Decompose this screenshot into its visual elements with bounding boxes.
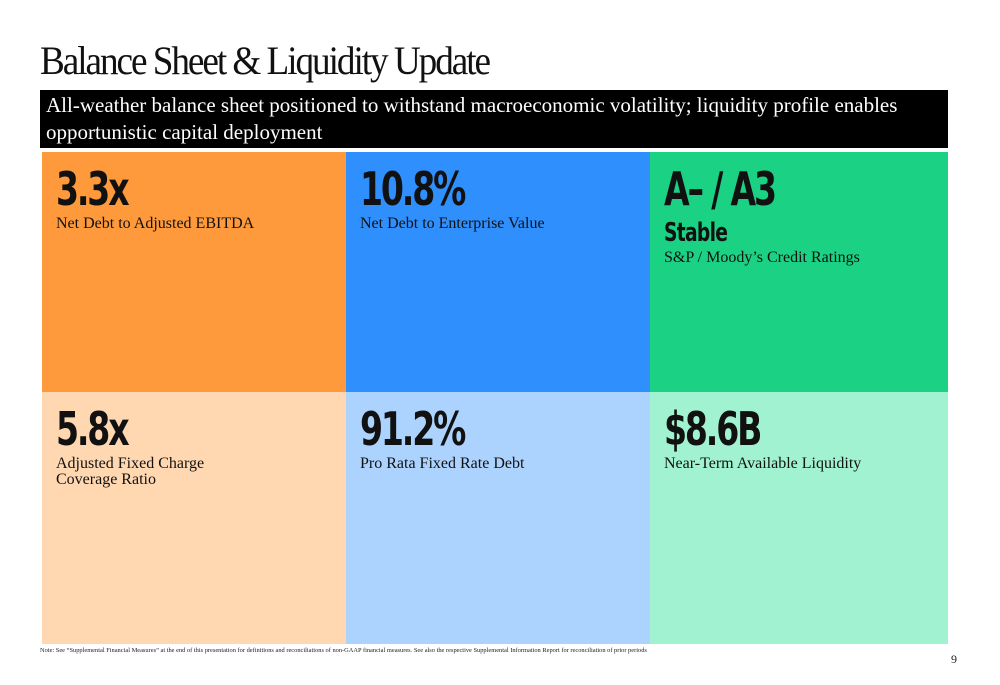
headline-banner: All-weather balance sheet positioned to … <box>40 90 948 148</box>
metric-tile-available-liquidity: $8.6B Near-Term Available Liquidity <box>650 392 948 644</box>
metric-tile-net-debt-ebitda: 3.3x Net Debt to Adjusted EBITDA <box>42 152 346 392</box>
metric-label: Pro Rata Fixed Rate Debt <box>360 455 525 472</box>
page-title: Balance Sheet & Liquidity Update <box>40 38 491 83</box>
metric-value: $8.6B <box>664 402 762 456</box>
metric-value: 3.3x <box>56 162 130 216</box>
metric-tile-fixed-rate-debt: 91.2% Pro Rata Fixed Rate Debt <box>346 392 650 644</box>
page-number: 9 <box>951 652 957 666</box>
metric-tile-net-debt-ev: 10.8% Net Debt to Enterprise Value <box>346 152 650 392</box>
footnote: Note: See “Supplemental Financial Measur… <box>40 647 647 654</box>
metric-label: S&P / Moody’s Credit Ratings <box>664 249 860 266</box>
metric-tile-credit-ratings: A– / A3 Stable S&P / Moody’s Credit Rati… <box>650 152 948 392</box>
metric-label: Adjusted Fixed Charge Coverage Ratio <box>56 455 205 488</box>
metric-value: A– / A3 <box>664 162 777 216</box>
metric-value: 5.8x <box>56 402 130 456</box>
metric-value: 91.2% <box>360 402 466 456</box>
metric-label: Net Debt to Adjusted EBITDA <box>56 215 255 232</box>
metric-tile-fixed-charge-coverage: 5.8x Adjusted Fixed Charge Coverage Rati… <box>42 392 346 644</box>
metric-label: Net Debt to Enterprise Value <box>360 215 545 232</box>
metric-value: 10.8% <box>360 162 466 216</box>
rating-outlook: Stable <box>664 218 728 248</box>
metric-label: Near-Term Available Liquidity <box>664 455 862 472</box>
